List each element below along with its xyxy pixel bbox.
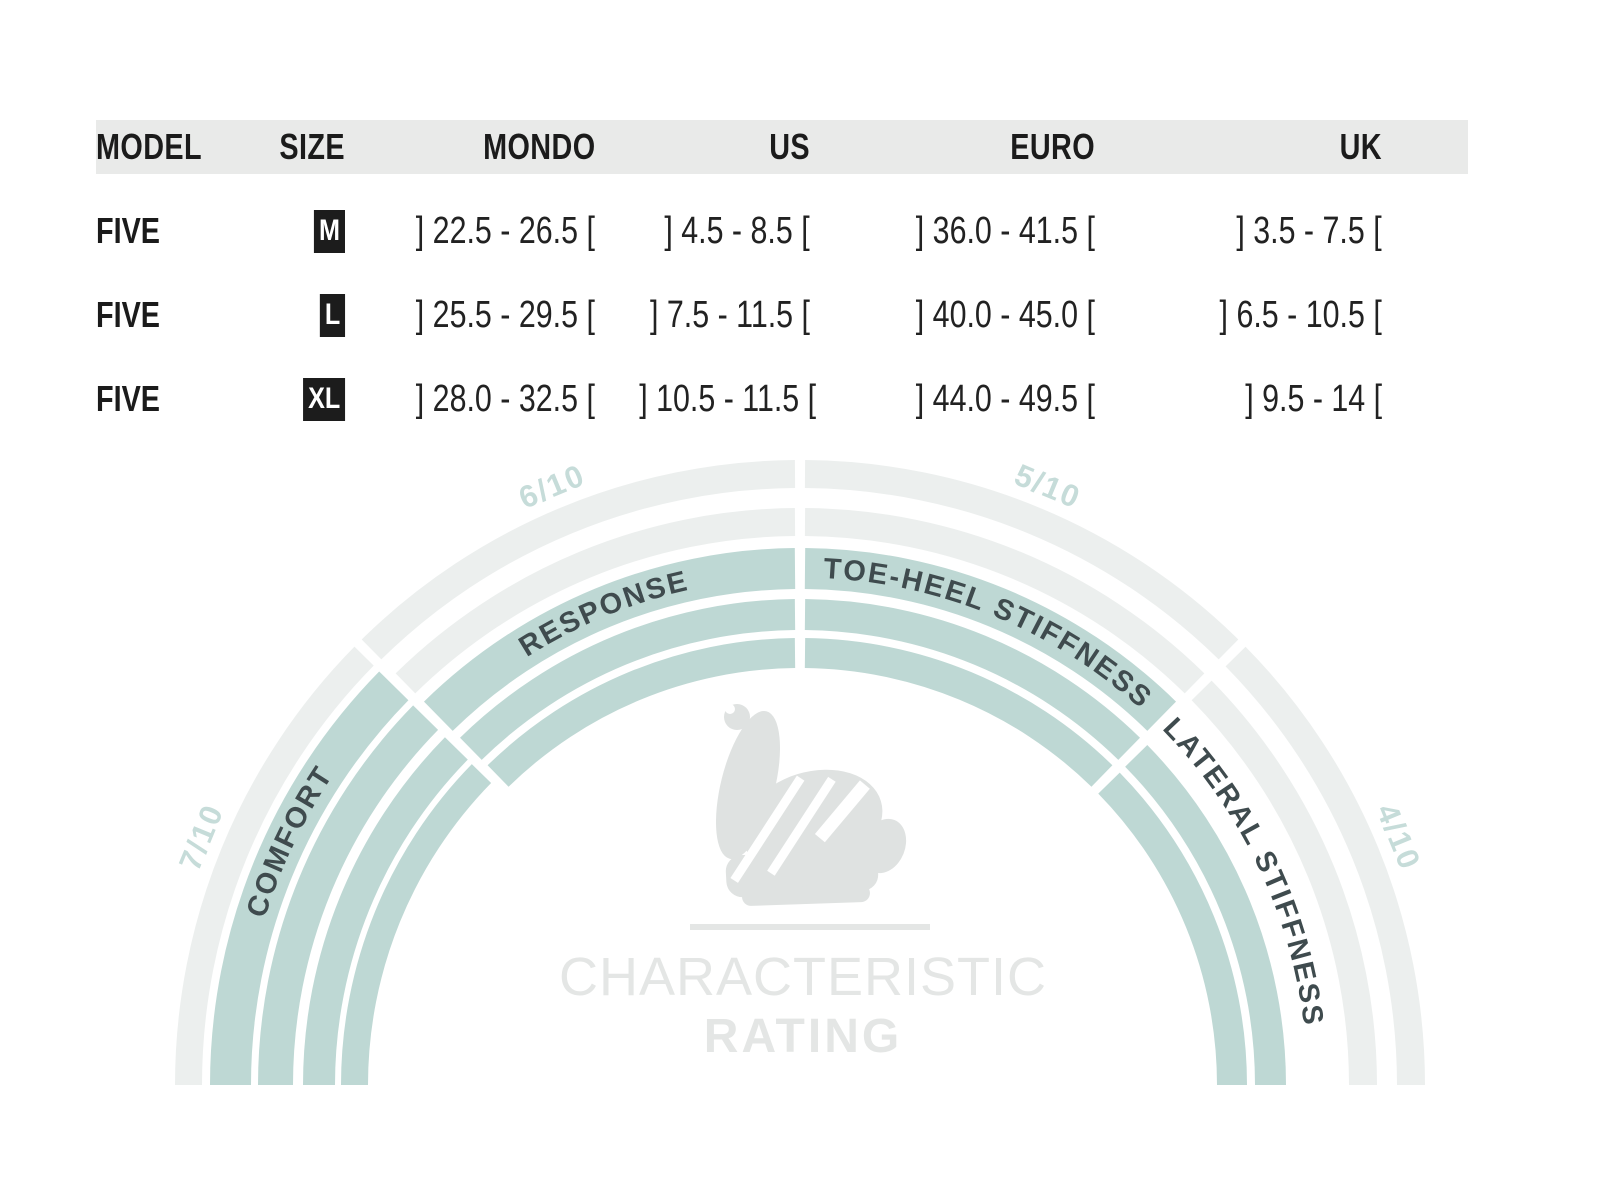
col-header-label: UK [1339, 126, 1382, 167]
col-header-size: SIZE [230, 126, 345, 168]
snowboard-binding-icon [715, 704, 907, 906]
us-cell: ] 10.5 - 11.5 [ [595, 378, 816, 421]
euro-cell: ] 44.0 - 49.5 [ [810, 378, 1095, 421]
col-header-label: MODEL [96, 126, 202, 167]
rating-band [804, 599, 1140, 760]
us-value: ] 7.5 - 11.5 [ [650, 293, 810, 336]
mondo-cell: ] 28.0 - 32.5 [ [345, 378, 595, 421]
size-badge: XL [302, 377, 345, 421]
rating-band [1125, 745, 1286, 1085]
col-header-label: EURO [1010, 126, 1095, 167]
col-header-label: US [769, 126, 810, 167]
euro-value: ] 40.0 - 45.0 [ [915, 293, 1095, 336]
us-cell: ] 4.5 - 8.5 [ [595, 210, 810, 253]
center-title: CHARACTERISTIC [559, 947, 1047, 1007]
rating-band [1098, 772, 1247, 1085]
us-value: ] 4.5 - 8.5 [ [664, 209, 810, 252]
model-value: FIVE [96, 294, 161, 335]
uk-value: ] 9.5 - 14 [ [1245, 377, 1382, 420]
uk-value: ] 3.5 - 7.5 [ [1236, 209, 1382, 252]
model-value: FIVE [96, 378, 161, 419]
rating-band [210, 671, 409, 1085]
size-chart-table: MODEL SIZE MONDO US EURO UK FIVE M ] 22.5 - 26.… [96, 120, 1468, 441]
rating-band [460, 599, 796, 760]
rating-band [341, 764, 492, 1085]
euro-cell: ] 40.0 - 45.0 [ [810, 294, 1095, 337]
mondo-value: ] 22.5 - 26.5 [ [415, 209, 595, 252]
col-header-euro: EURO [810, 126, 1095, 168]
center-subtitle: RATING [704, 1010, 902, 1063]
rating-band [804, 460, 1239, 660]
uk-value: ] 6.5 - 10.5 [ [1219, 293, 1382, 336]
col-header-mondo: MONDO [345, 126, 595, 168]
uk-cell: ] 9.5 - 14 [ [1095, 378, 1382, 421]
euro-value: ] 36.0 - 41.5 [ [915, 209, 1095, 252]
rating-band [258, 705, 439, 1085]
col-header-model: MODEL [96, 126, 230, 168]
rating-band [804, 638, 1113, 787]
col-header-uk: UK [1095, 126, 1382, 168]
euro-cell: ] 36.0 - 41.5 [ [810, 210, 1095, 253]
rating-arc-bands [175, 460, 1425, 1085]
mondo-value: ] 25.5 - 29.5 [ [415, 293, 595, 336]
size-badge: L [319, 293, 345, 337]
model-cell: FIVE [96, 378, 230, 420]
us-value: ] 10.5 - 11.5 [ [639, 377, 817, 420]
rating-band [804, 548, 1177, 731]
col-header-label: MONDO [482, 126, 595, 167]
rating-band [1225, 646, 1425, 1085]
rating-band [361, 460, 796, 660]
size-row-xl: FIVE XL ] 28.0 - 32.5 [ ] 10.5 - 11.5 [ ] 44… [96, 357, 1468, 441]
rating-band [804, 508, 1205, 694]
rating-band [303, 737, 468, 1085]
rating-band [395, 508, 796, 694]
uk-cell: ] 3.5 - 7.5 [ [1095, 210, 1382, 253]
size-cell: XL [230, 377, 345, 421]
mondo-cell: ] 22.5 - 26.5 [ [345, 210, 595, 253]
size-chart-rows: FIVE M ] 22.5 - 26.5 [ ] 4.5 - 8.5 [ ] 36.0 … [96, 174, 1468, 441]
mondo-cell: ] 25.5 - 29.5 [ [345, 294, 595, 337]
rating-band [175, 646, 374, 1085]
rating-band [423, 548, 796, 731]
us-cell: ] 7.5 - 11.5 [ [595, 294, 810, 337]
center-divider-line [690, 924, 930, 930]
rating-band [487, 638, 796, 787]
size-cell: M [230, 209, 345, 253]
size-cell: L [230, 293, 345, 337]
size-badge: M [313, 209, 345, 253]
model-cell: FIVE [96, 294, 230, 336]
mondo-value: ] 28.0 - 32.5 [ [415, 377, 595, 420]
uk-cell: ] 6.5 - 10.5 [ [1095, 294, 1382, 337]
model-cell: FIVE [96, 210, 230, 252]
euro-value: ] 44.0 - 49.5 [ [915, 377, 1095, 420]
size-row-m: FIVE M ] 22.5 - 26.5 [ ] 4.5 - 8.5 [ ] 36.0 … [96, 189, 1468, 273]
size-row-l: FIVE L ] 25.5 - 29.5 [ ] 7.5 - 11.5 [ ] 40.0… [96, 273, 1468, 357]
col-header-us: US [595, 126, 810, 168]
size-chart-header-row: MODEL SIZE MONDO US EURO UK [96, 120, 1468, 174]
col-header-label: SIZE [279, 126, 345, 167]
model-value: FIVE [96, 210, 161, 251]
rating-band [1191, 680, 1377, 1085]
